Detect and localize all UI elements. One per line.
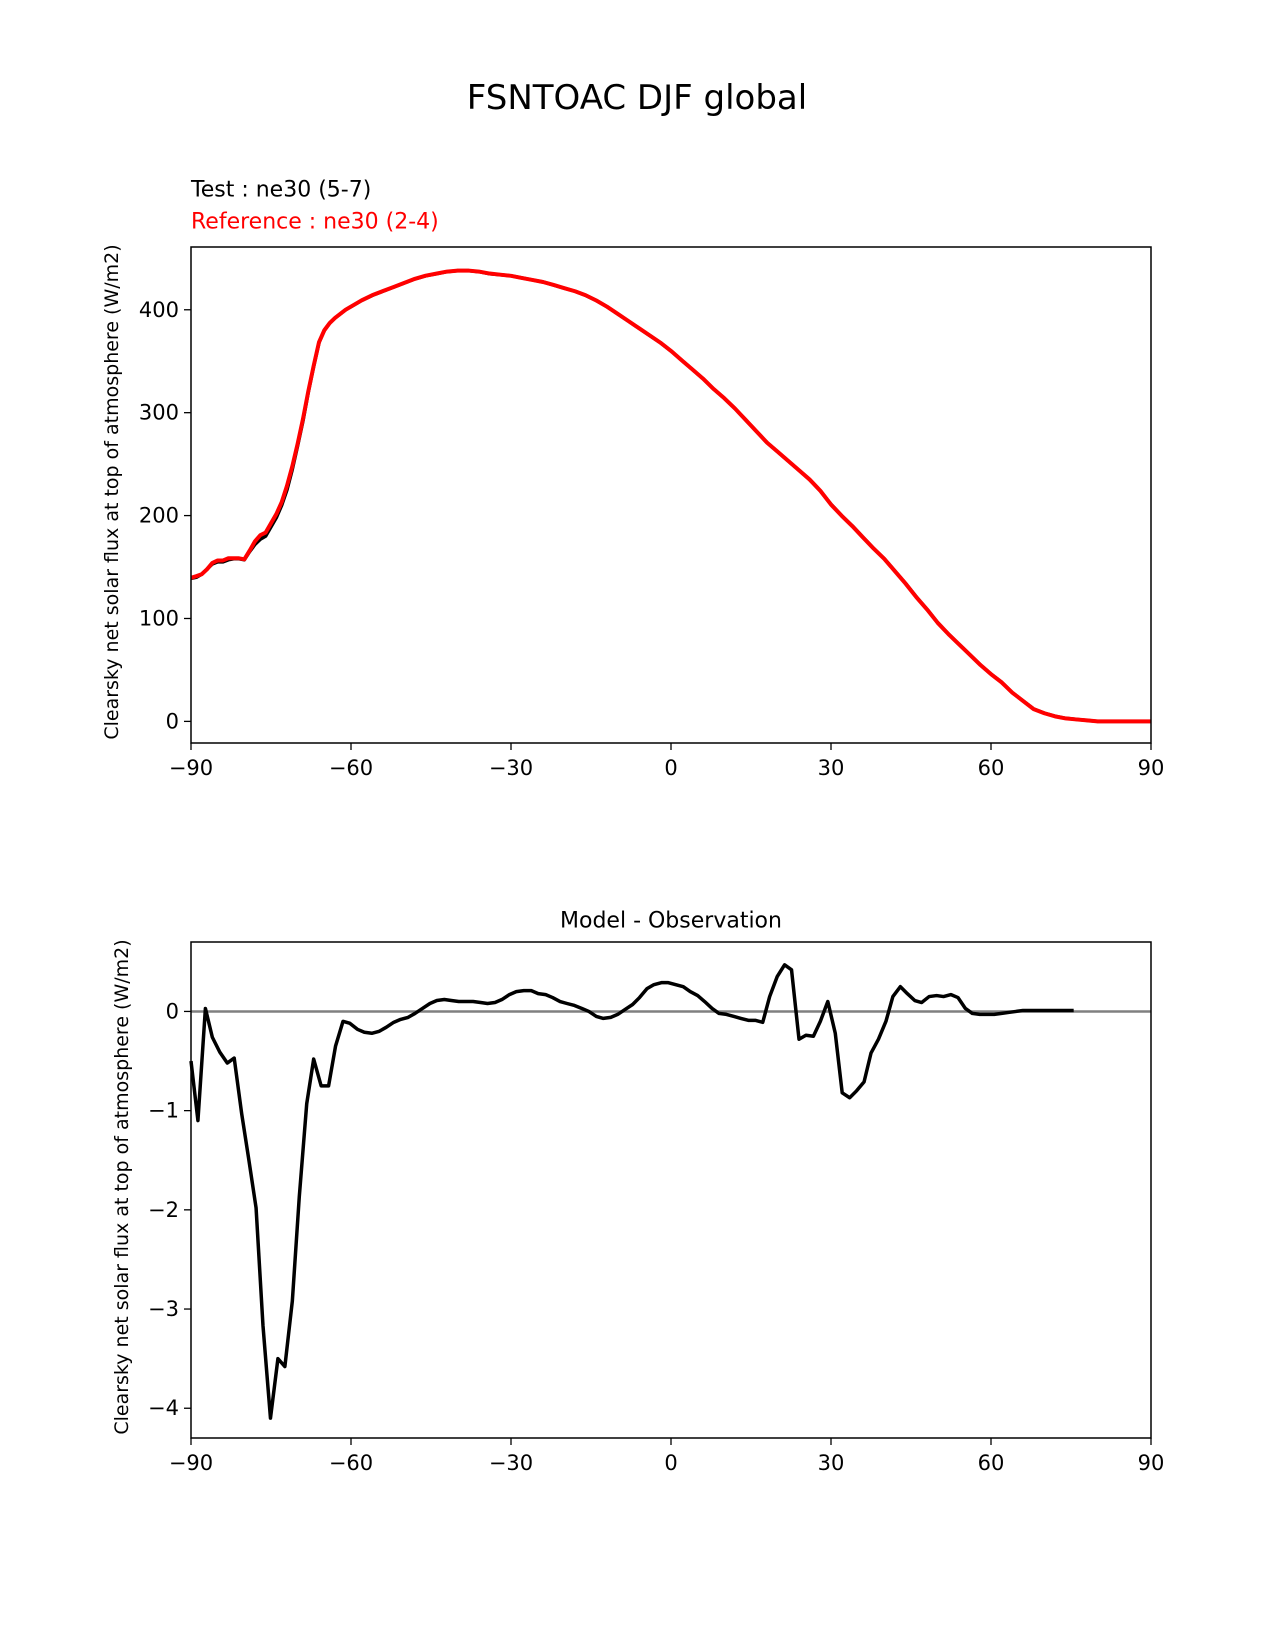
bottom-x-tick-label: −60	[329, 1451, 373, 1475]
reference-subtitle: Reference : ne30 (2-4)	[191, 210, 439, 235]
top-x-tick-label: −60	[329, 756, 373, 780]
top-x-tick-label: −30	[489, 756, 533, 780]
bottom-x-tick-label: −30	[489, 1451, 533, 1475]
bottom-y-axis-label: Clearsky net solar flux at top of atmosp…	[111, 939, 133, 1434]
bottom-panel: Model - Observation Clearsky net solar f…	[111, 909, 1164, 1476]
reference-series-line	[190, 268, 1151, 724]
figure-title: FSNTOAC DJF global	[467, 78, 807, 118]
test-subtitle: Test : ne30 (5-7)	[190, 178, 371, 203]
top-y-axis-label: Clearsky net solar flux at top of atmosp…	[101, 244, 123, 739]
bottom-panel-title: Model - Observation	[560, 909, 782, 934]
top-y-tick-label: 100	[139, 606, 179, 630]
bottom-x-tick-label: 60	[978, 1451, 1005, 1475]
top-y-tick-label: 300	[139, 401, 179, 425]
top-axes-frame	[190, 246, 1152, 744]
top-x-tick-label: 90	[1138, 756, 1165, 780]
bottom-y-tick-label: −3	[148, 1297, 179, 1321]
bottom-y-tick-label: −2	[148, 1198, 179, 1222]
bottom-x-tick-label: 0	[664, 1451, 677, 1475]
bottom-y-tick-label: 0	[166, 999, 179, 1023]
difference-series-line	[189, 963, 1074, 1420]
bottom-x-tick-label: 90	[1138, 1451, 1165, 1475]
top-x-tick-label: −90	[169, 756, 213, 780]
top-y-tick-label: 0	[166, 709, 179, 733]
bottom-x-tick-label: 30	[818, 1451, 845, 1475]
top-x-tick-label: 30	[818, 756, 845, 780]
bottom-axes-frame	[190, 941, 1152, 1439]
top-y-tick-label: 400	[139, 298, 179, 322]
top-axis-ticks: −90 −60 −30 0 30 60 90 0 100 200 300 400	[139, 298, 1164, 780]
bottom-plot-area	[189, 963, 1151, 1420]
top-x-tick-label: 60	[978, 756, 1005, 780]
top-panel: Test : ne30 (5-7) Reference : ne30 (2-4)…	[101, 178, 1164, 781]
bottom-x-tick-label: −90	[169, 1451, 213, 1475]
top-plot-area	[190, 268, 1151, 724]
top-x-tick-label: 0	[664, 756, 677, 780]
bottom-y-tick-label: −1	[148, 1099, 179, 1123]
top-y-tick-label: 200	[139, 504, 179, 528]
bottom-y-tick-label: −4	[148, 1396, 179, 1420]
bottom-axis-ticks: −90 −60 −30 0 30 60 90 0 −1 −2 −3 −4	[148, 999, 1164, 1475]
